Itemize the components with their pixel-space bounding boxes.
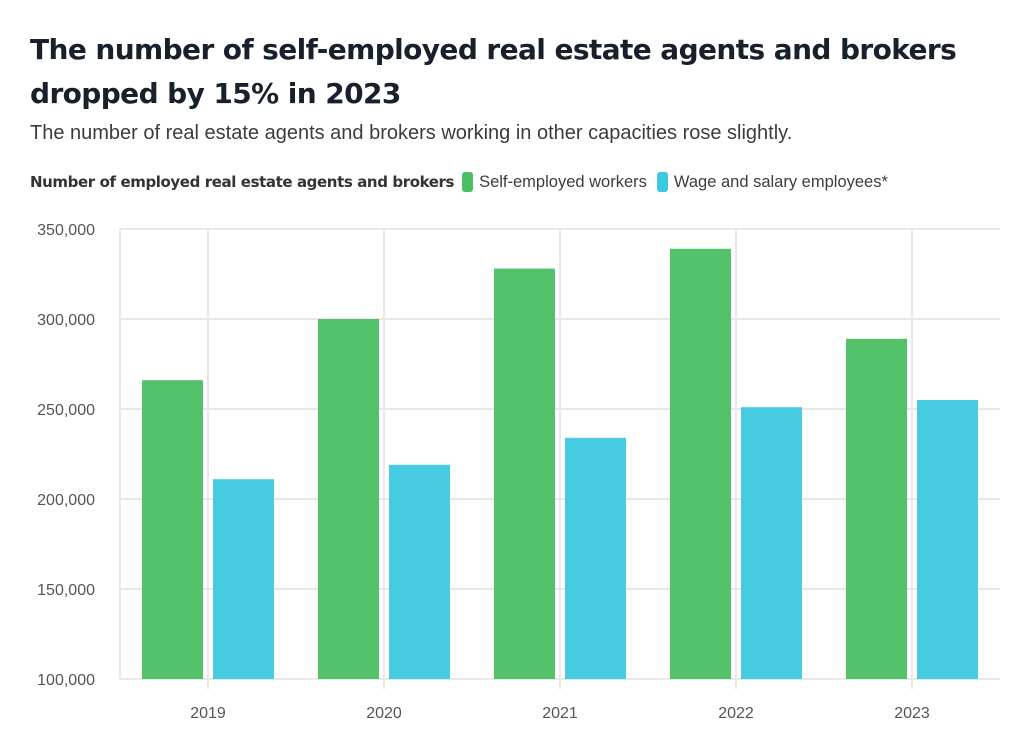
legend-label-self-employed: Self-employed workers <box>479 172 647 191</box>
legend-title: Number of employed real estate agents an… <box>30 173 455 191</box>
bar-self-employed-2020 <box>318 319 379 679</box>
bar-wage-salary-2022 <box>741 407 802 679</box>
y-axis: 100,000 150,000 200,000 250,000 300,000 350,0… <box>37 222 95 689</box>
x-tick-label: 2019 <box>190 705 226 722</box>
bar-self-employed-2019 <box>142 380 203 679</box>
legend-label-wage-salary: Wage and salary employees* <box>673 172 888 191</box>
y-tick-label: 350,000 <box>37 222 95 239</box>
y-tick-label: 150,000 <box>37 582 95 599</box>
chart-subtitle: The number of real estate agents and bro… <box>30 122 793 144</box>
y-tick-label: 100,000 <box>37 672 95 689</box>
chart-title: The number of self-employed real estate … <box>30 33 957 110</box>
x-tick-label: 2023 <box>894 705 930 722</box>
bar-wage-salary-2023 <box>917 400 978 679</box>
bar-self-employed-2023 <box>846 338 907 679</box>
x-tick-label: 2021 <box>542 705 578 722</box>
y-tick-label: 300,000 <box>37 312 95 329</box>
legend-swatch-wage-salary <box>656 172 668 192</box>
bar-self-employed-2022 <box>670 248 731 680</box>
x-axis: 2019 2020 2021 2022 2023 <box>190 705 930 722</box>
bars <box>142 248 978 680</box>
bar-wage-salary-2019 <box>213 479 274 679</box>
bar-self-employed-2021 <box>494 268 555 679</box>
y-tick-label: 200,000 <box>37 492 95 509</box>
bar-wage-salary-2020 <box>389 464 450 679</box>
bar-wage-salary-2021 <box>565 437 626 679</box>
x-tick-label: 2020 <box>366 705 402 722</box>
legend-swatch-self-employed <box>462 172 474 192</box>
legend: Number of employed real estate agents an… <box>30 172 898 192</box>
y-tick-label: 250,000 <box>37 402 95 419</box>
x-tick-label: 2022 <box>718 705 754 722</box>
legend-item-wage-salary[interactable]: Wage and salary employees* <box>656 172 888 192</box>
legend-item-self-employed[interactable]: Self-employed workers <box>462 172 647 192</box>
